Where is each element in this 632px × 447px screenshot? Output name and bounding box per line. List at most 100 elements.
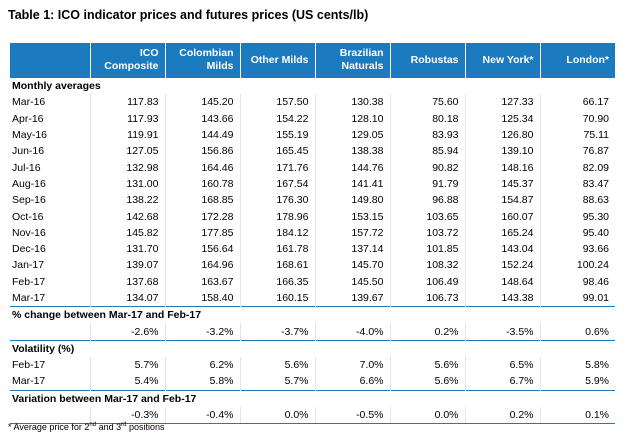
- table-row: Apr-16 117.93 143.66 154.22 128.10 80.18 125.3…: [10, 110, 615, 127]
- table-cell: 168.85: [165, 192, 241, 209]
- table-row: -2.6% -3.2% -3.7% -4.0% 0.2% -3.5% 0.6%: [10, 323, 615, 341]
- table-cell: 132.98: [90, 159, 166, 176]
- table-cell: 166.35: [240, 273, 316, 290]
- table-cell: 6.5%: [465, 357, 541, 374]
- table-cell: 103.72: [390, 224, 466, 241]
- table-cell: 106.49: [390, 273, 466, 290]
- footnote-sup-rd: rd: [121, 422, 127, 428]
- table-row: Aug-16 131.00 160.78 167.54 141.41 91.79 145.3…: [10, 175, 615, 193]
- table-cell: 75.60: [390, 94, 466, 111]
- table-cell: 144.76: [315, 159, 391, 176]
- table-cell: 157.72: [315, 224, 391, 241]
- table-row: Dec-16 131.70 156.64 161.78 137.14 101.85 143.…: [10, 240, 615, 258]
- table-cell: 5.6%: [390, 357, 466, 374]
- table-cell: 108.32: [390, 257, 466, 274]
- table-row: Sep-16 138.22 168.85 176.30 149.80 96.88 154.8…: [10, 192, 615, 209]
- footnote: * Average price for 2nd and 3rd position…: [8, 422, 164, 432]
- section-label: Monthly averages: [10, 77, 615, 95]
- table-cell: 7.0%: [315, 357, 391, 374]
- table-cell: 172.28: [165, 208, 241, 225]
- table-cell: -4.0%: [315, 323, 391, 341]
- table-cell: 158.40: [165, 289, 241, 307]
- footnote-sup-nd: nd: [89, 422, 97, 428]
- header-new-york: New York*: [465, 43, 541, 78]
- table-cell: 5.7%: [240, 373, 316, 391]
- table-cell: 141.41: [315, 175, 391, 193]
- table-row: Nov-16 145.82 177.85 184.12 157.72 103.72 165.…: [10, 224, 615, 241]
- table-cell: 171.76: [240, 159, 316, 176]
- table-cell: 176.30: [240, 192, 316, 209]
- table-cell: 6.2%: [165, 357, 241, 374]
- table-cell: 154.87: [465, 192, 541, 209]
- table-cell: 127.33: [465, 94, 541, 111]
- row-label: Mar-16: [10, 94, 91, 111]
- table-cell: 96.88: [390, 192, 466, 209]
- footnote-prefix: * Average price for 2: [8, 422, 90, 432]
- table-cell: -0.3%: [90, 406, 166, 425]
- price-table: ICO Composite Colombian Milds Other Milds …: [10, 43, 615, 425]
- table-cell: 98.46: [582, 275, 609, 288]
- table-cell: 95.40: [582, 226, 609, 239]
- table-cell: 127.05: [90, 143, 166, 160]
- table-row: Feb-17 5.7% 6.2% 5.6% 7.0% 5.6% 6.5% 5.8%: [10, 357, 615, 374]
- table-title: Table 1: ICO indicator prices and future…: [8, 8, 369, 22]
- table-body: Monthly averages Mar-16 117.83 145.20 157.50…: [10, 77, 615, 425]
- table-cell: 153.15: [315, 208, 391, 225]
- table-cell: 145.37: [465, 175, 541, 193]
- table-cell: 100.24: [576, 259, 609, 272]
- table-cell: 101.85: [390, 240, 466, 258]
- header-london: London*: [540, 43, 615, 78]
- table-row: Mar-16 117.83 145.20 157.50 130.38 75.60 127.3…: [10, 94, 615, 111]
- table-cell: 139.10: [465, 143, 541, 160]
- row-label: Jun-16: [10, 143, 91, 160]
- table-cell: 131.70: [90, 240, 166, 258]
- row-label: Mar-17: [10, 289, 91, 307]
- table-row: Feb-17 137.68 163.67 166.35 145.50 106.49 148.…: [10, 273, 615, 290]
- table-cell: 134.07: [90, 289, 166, 307]
- table-cell: 168.61: [240, 257, 316, 274]
- row-label: [10, 323, 91, 341]
- table-cell: 90.82: [390, 159, 466, 176]
- table-cell: 145.50: [315, 273, 391, 290]
- header-ico-composite: ICO Composite: [90, 43, 166, 78]
- table-cell: 0.2%: [390, 323, 466, 341]
- table-cell: 137.14: [315, 240, 391, 258]
- table-cell: -0.4%: [165, 406, 241, 425]
- footnote-middle: and 3: [96, 422, 122, 432]
- table-cell: 0.2%: [465, 406, 541, 425]
- table-cell: 76.87: [582, 145, 609, 158]
- table-cell: 138.38: [315, 143, 391, 160]
- table-cell: 131.00: [90, 175, 166, 193]
- table-cell: 160.15: [240, 289, 316, 307]
- header-other-milds: Other Milds: [240, 43, 316, 78]
- table-row: Mar-17 134.07 158.40 160.15 139.67 106.73 143.…: [10, 289, 615, 307]
- table-row: -0.3% -0.4% 0.0% -0.5% 0.0% 0.2% 0.1%: [10, 406, 615, 425]
- table-cell: 167.54: [240, 175, 316, 193]
- section-header-monthly: Monthly averages: [10, 77, 615, 95]
- header-row: ICO Composite Colombian Milds Other Milds …: [10, 43, 615, 78]
- section-label: Volatility (%): [10, 339, 615, 358]
- table-cell: 184.12: [240, 224, 316, 241]
- table-cell: 70.90: [582, 112, 609, 125]
- table-cell: 145.70: [315, 257, 391, 274]
- table-cell: 93.66: [582, 243, 609, 256]
- table-cell: 148.16: [465, 159, 541, 176]
- row-label: Oct-16: [10, 208, 91, 225]
- table-cell: 119.91: [90, 126, 166, 144]
- table-cell: 164.96: [165, 257, 241, 274]
- row-label: Dec-16: [10, 240, 91, 258]
- table-cell: 0.0%: [390, 406, 466, 425]
- table-cell: -2.6%: [90, 323, 166, 341]
- section-header-variation: Variation between Mar-17 and Feb-17: [10, 389, 615, 407]
- table-cell: 156.64: [165, 240, 241, 258]
- table-cell: 129.05: [315, 126, 391, 144]
- table-cell: 5.8%: [165, 373, 241, 391]
- table-cell: 156.86: [165, 143, 241, 160]
- table-cell: 139.07: [90, 257, 166, 274]
- row-label: May-16: [10, 126, 91, 144]
- section-header-volatility: Volatility (%): [10, 339, 615, 358]
- table-cell: 148.64: [465, 273, 541, 290]
- section-label: Variation between Mar-17 and Feb-17: [10, 389, 615, 407]
- table-cell: 130.38: [315, 94, 391, 111]
- table-row: Jul-16 132.98 164.46 171.76 144.76 90.82 148.1…: [10, 159, 615, 176]
